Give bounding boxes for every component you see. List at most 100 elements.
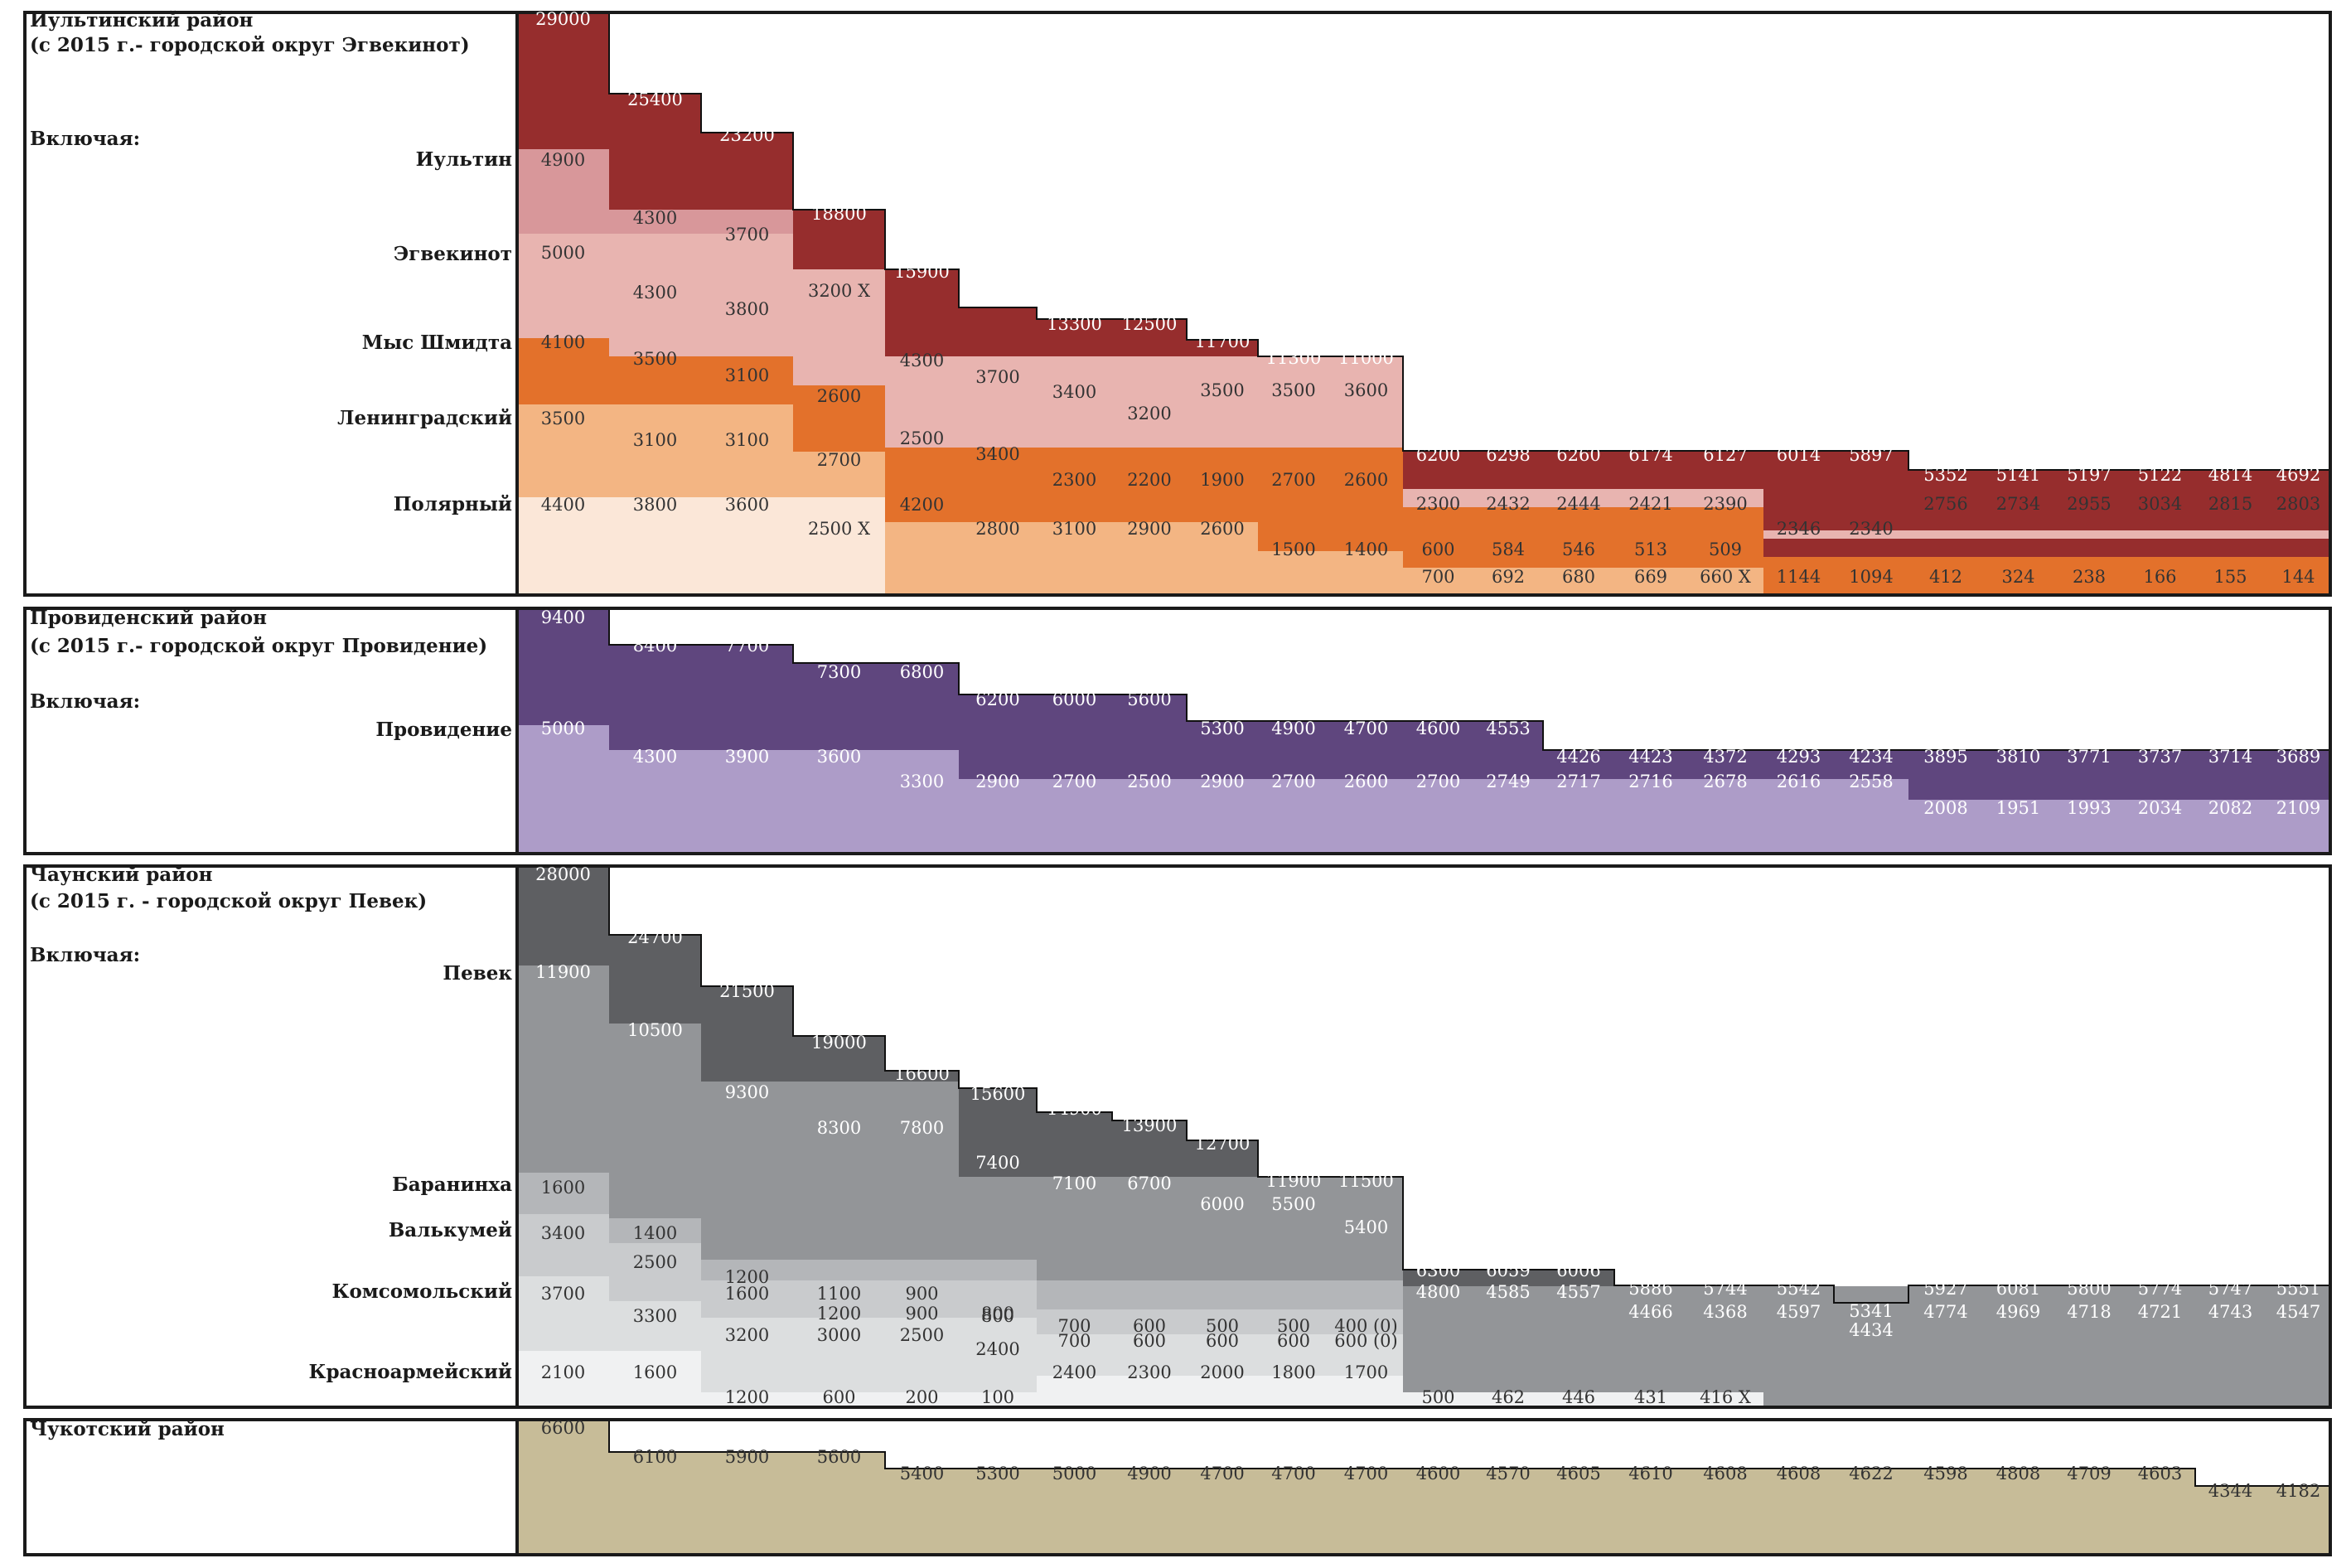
provideniya-total-value: 5600 — [1127, 690, 1171, 709]
provideniya-band-value: 2700 — [1052, 772, 1096, 791]
chaun-band-value: 4800 — [1416, 1282, 1460, 1302]
iultin-total-value: 6260 — [1556, 445, 1600, 465]
chaun-band-value: 2500 — [633, 1252, 677, 1272]
iultin-band-value: 324 — [2001, 567, 2034, 587]
iultin-total-value: 6298 — [1486, 445, 1530, 465]
chukotsky-title-line: Чукотский район — [30, 1418, 225, 1440]
chaun-band-value: 416 X — [1700, 1387, 1751, 1407]
chaun-total-value: 6300 — [1416, 1261, 1460, 1280]
chaun-total-value: 5744 — [1703, 1279, 1747, 1299]
chaun-total-value: 5341 — [1849, 1301, 1893, 1321]
iultin-band-value: 155 — [2213, 567, 2247, 587]
chukotsky-outline — [517, 1419, 2331, 1487]
iultin-including-label: Включая: — [30, 128, 140, 150]
iultin-band-value: 3800 — [725, 299, 769, 319]
chaun-band-value: 200 — [905, 1387, 938, 1407]
iultin-band-name: Полярный — [394, 493, 512, 515]
chaun-band-value: 400 (0) — [1334, 1316, 1398, 1336]
iultin-band-value: 4200 — [900, 495, 944, 515]
chaun-band-value: 2500 — [900, 1325, 944, 1345]
iultin-band-value: 2390 — [1703, 494, 1747, 514]
chaun-band-value: 4434 — [1849, 1320, 1893, 1340]
provideniya-total-value: 4700 — [1344, 719, 1388, 738]
chaun-band-value: 800 — [981, 1304, 1014, 1324]
iultin-band-value: 2300 — [1416, 494, 1460, 514]
chaun-band-value: 6000 — [1200, 1194, 1244, 1214]
chaun-title-line: (с 2015 г. - городской округ Певек) — [30, 890, 427, 912]
iultin-total-value: 5122 — [2138, 465, 2182, 485]
chaun-band-value: 4547 — [2276, 1302, 2320, 1322]
chaun-band-4 — [517, 1351, 1763, 1407]
iultin-band-value: 680 — [1562, 567, 1595, 587]
provideniya-band-value: 2616 — [1777, 772, 1821, 791]
chaun-band-value: 462 — [1492, 1387, 1525, 1407]
provideniya-total-value: 6200 — [975, 690, 1019, 709]
provideniya-band-value: 2700 — [1271, 772, 1315, 791]
iultin-band-value: 2955 — [2067, 494, 2111, 514]
iultin-band-0 — [517, 149, 793, 234]
chaun-band-value: 600 — [1133, 1331, 1166, 1351]
provideniya-band-value: 2900 — [1200, 772, 1244, 791]
chaun-band-value: 500 — [1421, 1387, 1454, 1407]
iultin-band-value: 2600 — [817, 386, 861, 406]
iultin-band-value: 509 — [1709, 540, 1742, 559]
chaun-band-value: 600 — [822, 1387, 855, 1407]
iultin-total-value: 14500 — [970, 280, 1026, 300]
chaun-band-value: 2300 — [1127, 1362, 1171, 1382]
chaun-band-value: 3400 — [541, 1223, 585, 1243]
iultin-band-value: 166 — [2143, 567, 2176, 587]
iultin-total-value: 5197 — [2067, 465, 2111, 485]
chaun-band-name: Валькумей — [389, 1219, 512, 1241]
chaun-band-value: 1200 — [817, 1304, 861, 1324]
provideniya-band-value: 2678 — [1703, 772, 1747, 791]
iultin-frame — [23, 11, 2332, 597]
chaun-band-value: 4368 — [1703, 1302, 1747, 1322]
chaun-band-value: 4585 — [1486, 1282, 1530, 1302]
chaun-band-name: Красноармейский — [309, 1361, 512, 1383]
provideniya-title-line: (с 2015 г.- городской округ Провидение) — [30, 635, 487, 657]
iultin-band-value: 2500 — [900, 428, 944, 448]
provideniya-title-line: Провиденский район — [30, 607, 267, 629]
chaun-total-value: 12700 — [1195, 1134, 1250, 1154]
chaun-band-value: 4721 — [2138, 1302, 2182, 1322]
iultin-band-value: 3600 — [725, 495, 769, 515]
chaun-band-1 — [517, 1173, 1403, 1309]
chaun-band-value: 4597 — [1777, 1302, 1821, 1322]
iultin-band-value: 3100 — [725, 365, 769, 385]
chukotsky-total-value: 6600 — [541, 1418, 585, 1438]
provideniya-total-value: 4423 — [1628, 747, 1672, 767]
provideniya-band-value: 2558 — [1849, 772, 1893, 791]
chaun-band-value: 700 — [1057, 1316, 1091, 1336]
chaun-total-value: 14900 — [1047, 1099, 1102, 1119]
chukotsky-frame — [23, 1418, 2332, 1556]
provideniya-outline — [517, 607, 2331, 751]
iultin-band-value: 3100 — [1052, 519, 1096, 539]
chaun-total-value: 5886 — [1628, 1279, 1672, 1299]
chaun-band-name: Баранинха — [392, 1174, 512, 1196]
chukotsky-total-value: 5000 — [1052, 1464, 1096, 1483]
chaun-band-value: 4718 — [2067, 1302, 2111, 1322]
chukotsky-total-value: 5600 — [817, 1447, 861, 1467]
chaun-band-value: 4969 — [1996, 1302, 2040, 1322]
iultin-band-4 — [517, 497, 885, 595]
provideniya-band-value: 2034 — [2138, 798, 2182, 818]
provideniya-band-value: 3600 — [817, 747, 861, 767]
chaun-band-value: 1200 — [725, 1267, 769, 1287]
provideniya-band-value: 1951 — [1996, 798, 2040, 818]
chukotsky-total-value: 4700 — [1344, 1464, 1388, 1483]
chaun-band-value: 5400 — [1344, 1217, 1388, 1237]
iultin-band-value: 1900 — [1200, 470, 1244, 490]
iultin-band-value: 1094 — [1849, 567, 1893, 587]
provideniya-band-value: 2008 — [1923, 798, 1967, 818]
iultin-band-value: 2432 — [1486, 494, 1530, 514]
provideniya-band-value: 2900 — [975, 772, 1019, 791]
iultin-band-value: 3034 — [2138, 494, 2182, 514]
chaun-band-value: 3300 — [633, 1306, 677, 1326]
iultin-band-name: Мыс Шмидта — [362, 332, 512, 354]
chaun-band-value: 1100 — [817, 1284, 861, 1304]
iultin-band-value: 692 — [1492, 567, 1525, 587]
chukotsky-total-value: 4603 — [2138, 1464, 2182, 1483]
iultin-band-value: 412 — [1929, 567, 1962, 587]
iultin-band-value: 3500 — [633, 349, 677, 369]
